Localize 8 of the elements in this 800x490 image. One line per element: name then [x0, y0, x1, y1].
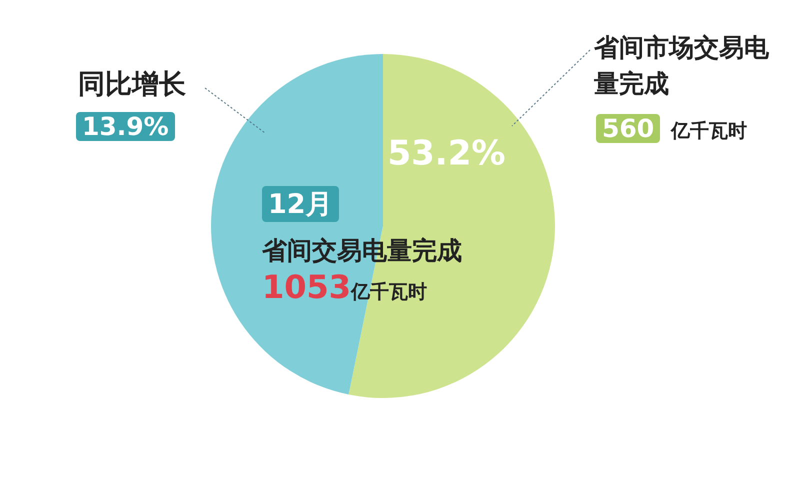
- text: 13.9%: [76, 112, 175, 141]
- text: 同比增长: [78, 68, 186, 102]
- text: 12月: [262, 186, 339, 222]
- slice-label: 省间市场交易电量完成: [594, 32, 770, 100]
- text: 560 亿千瓦时: [601, 114, 747, 143]
- text: 1053亿千瓦时: [262, 268, 428, 306]
- text: 省间交易电量完成: [262, 235, 462, 267]
- data-label: 53.2%: [387, 134, 506, 174]
